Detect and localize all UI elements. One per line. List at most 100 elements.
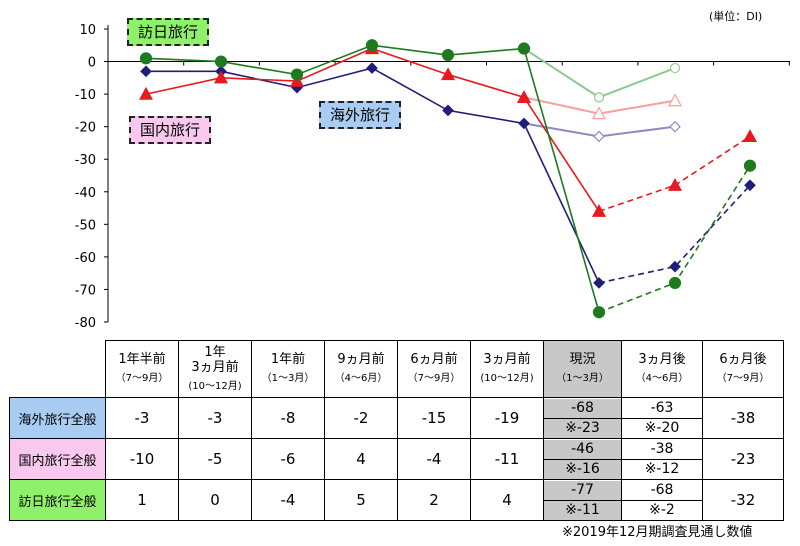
marker-overseas — [744, 179, 756, 192]
period-sublabel: （4～6月） — [334, 373, 388, 384]
table-row: 海外旅行全般 -3 -3 -8 -2 -15 -19 -68 ※-23 -63 ※-20 -38 — [9, 397, 784, 439]
period-sublabel: （1～3月） — [556, 373, 609, 384]
marker-inbound — [441, 48, 455, 62]
marker-domestic — [138, 86, 154, 100]
table-cell: -4 — [397, 438, 471, 480]
marker-prev-forecast-domestic — [667, 93, 683, 107]
table-cell: -19 — [470, 397, 544, 439]
y-tick-label: -60 — [75, 251, 96, 266]
marker-domestic — [591, 204, 607, 217]
period-label: 1年前 — [270, 352, 306, 367]
table-cell: 4 — [324, 438, 398, 480]
period-label: 6ヵ月前 — [410, 352, 458, 367]
footnote: ※2019年12月期調査見通し数値 — [562, 525, 753, 540]
cell-value: -63 — [622, 399, 702, 419]
table-cell-split: -63 ※-20 — [621, 397, 703, 439]
marker-overseas — [518, 117, 530, 130]
y-tick-label: 0 — [88, 56, 96, 71]
table-row: 訪日旅行全般 1 0 -4 5 2 4 -77 ※-11 -68 ※-2 -32 — [9, 479, 784, 521]
marker-prev-forecast-inbound — [593, 92, 605, 103]
marker-overseas — [593, 277, 605, 289]
period-sublabel: （4～6月） — [635, 373, 689, 384]
marker-inbound — [668, 276, 682, 290]
table-header-row: 1年半前 （7～9月） 1年 3ヵ月前 (10～12月) 1年前 （1～3月） 9ヵ月前 （4… — [10, 340, 784, 398]
period-sublabel: (10～12月) — [188, 380, 242, 392]
y-tick-label: -80 — [75, 316, 96, 331]
row-label: 海外旅行全般 — [9, 397, 106, 439]
table-cell: 1 — [105, 479, 179, 521]
period-label: 1年 3ヵ月前 — [191, 344, 239, 375]
table-cell: -23 — [702, 438, 784, 480]
table-cell: -4 — [251, 479, 325, 521]
cell-value: -38 — [622, 440, 702, 460]
tag-overseas-travel: 海外旅行 — [319, 101, 402, 129]
marker-overseas — [669, 260, 681, 273]
y-tick-label: -70 — [75, 283, 96, 298]
period-label: 9ヵ月前 — [337, 352, 385, 367]
table-cell: -32 — [702, 479, 784, 521]
marker-inbound — [743, 159, 757, 172]
table-cell: -11 — [470, 438, 544, 480]
period-header: 1年半前 （7～9月） — [105, 340, 179, 398]
period-sublabel: （7～9月） — [115, 373, 169, 384]
cell-value: -77 — [544, 480, 621, 501]
marker-domestic — [742, 129, 758, 143]
table-cell: -15 — [397, 397, 471, 439]
table-cell-split: -77 ※-11 — [543, 479, 622, 521]
table-cell: -10 — [105, 438, 179, 480]
y-tick-label: -10 — [75, 88, 96, 103]
table-cell: -5 — [178, 438, 252, 480]
marker-overseas — [442, 104, 454, 117]
table-cell-split: -68 ※-23 — [543, 397, 622, 439]
cell-prev-forecast: ※-2 — [649, 501, 675, 518]
table-row: 国内旅行全般 -10 -5 -6 4 -4 -11 -46 ※-16 -38 ※-12 -23 — [9, 438, 784, 480]
cell-prev-forecast: ※-16 — [544, 459, 621, 479]
marker-overseas — [140, 65, 152, 78]
period-sublabel: (10～12月) — [480, 373, 534, 384]
row-label: 国内旅行全般 — [9, 438, 106, 480]
table-corner — [10, 341, 106, 398]
marker-inbound — [592, 306, 606, 319]
period-sublabel: （7～9月） — [407, 373, 461, 384]
table-cell: -38 — [702, 397, 784, 439]
table-cell: -2 — [324, 397, 398, 439]
marker-domestic — [213, 70, 229, 84]
period-label: 6ヵ月後 — [719, 352, 767, 367]
cell-prev-forecast: ※-23 — [544, 418, 621, 438]
cell-value: -46 — [544, 439, 621, 460]
marker-domestic — [516, 90, 532, 103]
marker-overseas — [366, 62, 378, 74]
series-line-forecast-domestic — [598, 135, 751, 213]
cell-value: -68 — [544, 398, 621, 419]
table-cell: 2 — [397, 479, 471, 521]
cell-value: -68 — [622, 481, 702, 501]
data-table: 1年半前 （7～9月） 1年 3ヵ月前 (10～12月) 1年前 （1～3月） 9ヵ月前 （4… — [9, 340, 784, 521]
period-sublabel: （7～9月） — [716, 373, 770, 384]
marker-inbound — [517, 42, 531, 55]
line-chart: 10 0 -10 -20 -30 -40 -50 -60 -70 -80 — [75, 23, 790, 331]
marker-inbound — [365, 39, 379, 52]
series-line-prev-forecast-inbound — [523, 47, 676, 99]
period-label: 3ヵ月前 — [483, 352, 531, 367]
table-cell: -8 — [251, 397, 325, 439]
marker-inbound — [214, 55, 228, 68]
y-tick-label: -20 — [75, 121, 96, 136]
tag-inbound-travel: 訪日旅行 — [127, 18, 210, 46]
marker-domestic — [667, 178, 683, 191]
series-line-forecast-overseas — [598, 184, 751, 284]
table-cell-split: -38 ※-12 — [621, 438, 703, 480]
table-cell-split: -68 ※-2 — [621, 479, 703, 521]
marker-prev-forecast-inbound — [669, 62, 681, 74]
marker-prev-forecast-overseas — [669, 120, 681, 133]
period-header: 6ヵ月前 （7～9月） — [397, 340, 471, 398]
series-line-inbound — [145, 44, 600, 313]
marker-prev-forecast-overseas — [593, 130, 605, 143]
table-cell: -6 — [251, 438, 325, 480]
period-label: 現況 — [569, 352, 596, 367]
table-cell: -3 — [105, 397, 179, 439]
cell-prev-forecast: ※-20 — [644, 419, 680, 436]
marker-domestic — [440, 67, 456, 81]
marker-inbound — [290, 68, 304, 81]
table-cell: 5 — [324, 479, 398, 521]
marker-prev-forecast-domestic — [591, 106, 607, 120]
